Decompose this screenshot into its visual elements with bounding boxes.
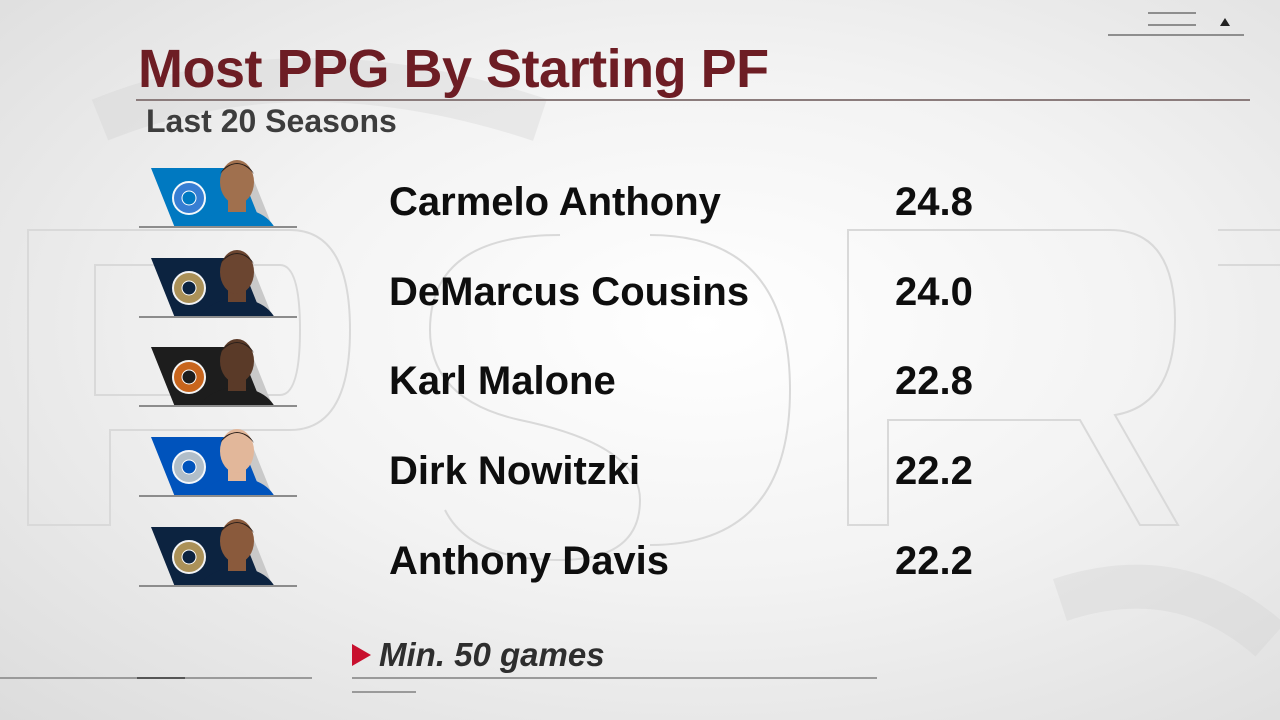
player-row: Dirk Nowitzki 22.2 bbox=[0, 421, 1280, 511]
player-row: Karl Malone 22.8 bbox=[0, 331, 1280, 421]
new-orleans-pelicans-logo bbox=[172, 271, 206, 305]
player-thumbnail bbox=[139, 331, 297, 407]
ppg-value: 24.8 bbox=[895, 180, 973, 224]
player-headshot bbox=[199, 339, 275, 407]
player-row: Carmelo Anthony 24.8 bbox=[0, 152, 1280, 242]
corner-decoration bbox=[1108, 10, 1248, 40]
player-row: DeMarcus Cousins 24.0 bbox=[0, 242, 1280, 332]
player-thumbnail bbox=[139, 242, 297, 318]
play-arrow-icon bbox=[352, 644, 371, 666]
player-thumbnail bbox=[139, 511, 297, 587]
bottom-rule-accent bbox=[137, 677, 185, 679]
ppg-value: 22.2 bbox=[895, 539, 973, 583]
player-headshot bbox=[199, 519, 275, 587]
player-headshot bbox=[199, 429, 275, 497]
title-divider bbox=[136, 99, 1250, 101]
player-thumbnail bbox=[139, 421, 297, 497]
player-headshot bbox=[199, 250, 275, 318]
dallas-mavericks-logo bbox=[172, 450, 206, 484]
player-name: Dirk Nowitzki bbox=[389, 449, 641, 493]
basketball-hall-of-fame-logo bbox=[172, 360, 206, 394]
player-name: DeMarcus Cousins bbox=[389, 270, 750, 314]
player-name: Anthony Davis bbox=[389, 539, 670, 583]
player-name: Carmelo Anthony bbox=[389, 180, 721, 224]
bottom-rule bbox=[352, 677, 877, 679]
ppg-value: 22.2 bbox=[895, 449, 973, 493]
okc-thunder-logo bbox=[172, 181, 206, 215]
ppg-value: 22.8 bbox=[895, 359, 973, 403]
footnote-text: Min. 50 games bbox=[379, 636, 605, 673]
bottom-rule-short bbox=[352, 691, 416, 693]
player-name: Karl Malone bbox=[389, 359, 616, 403]
new-orleans-pelicans-logo bbox=[172, 540, 206, 574]
triangle-icon bbox=[1220, 18, 1230, 26]
player-row: Anthony Davis 22.2 bbox=[0, 511, 1280, 601]
player-thumbnail bbox=[139, 152, 297, 228]
ppg-value: 24.0 bbox=[895, 270, 973, 314]
player-headshot bbox=[199, 160, 275, 228]
page-title: Most PPG By Starting PF bbox=[138, 39, 769, 99]
footnote: Min. 50 games bbox=[352, 636, 605, 674]
page-subtitle: Last 20 Seasons bbox=[146, 103, 397, 139]
